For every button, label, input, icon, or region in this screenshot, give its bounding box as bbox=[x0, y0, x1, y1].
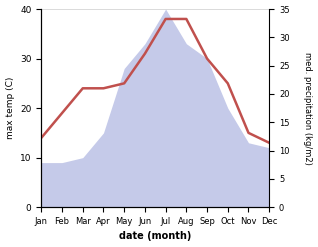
Y-axis label: med. precipitation (kg/m2): med. precipitation (kg/m2) bbox=[303, 52, 313, 165]
X-axis label: date (month): date (month) bbox=[119, 231, 191, 242]
Y-axis label: max temp (C): max temp (C) bbox=[5, 77, 15, 139]
